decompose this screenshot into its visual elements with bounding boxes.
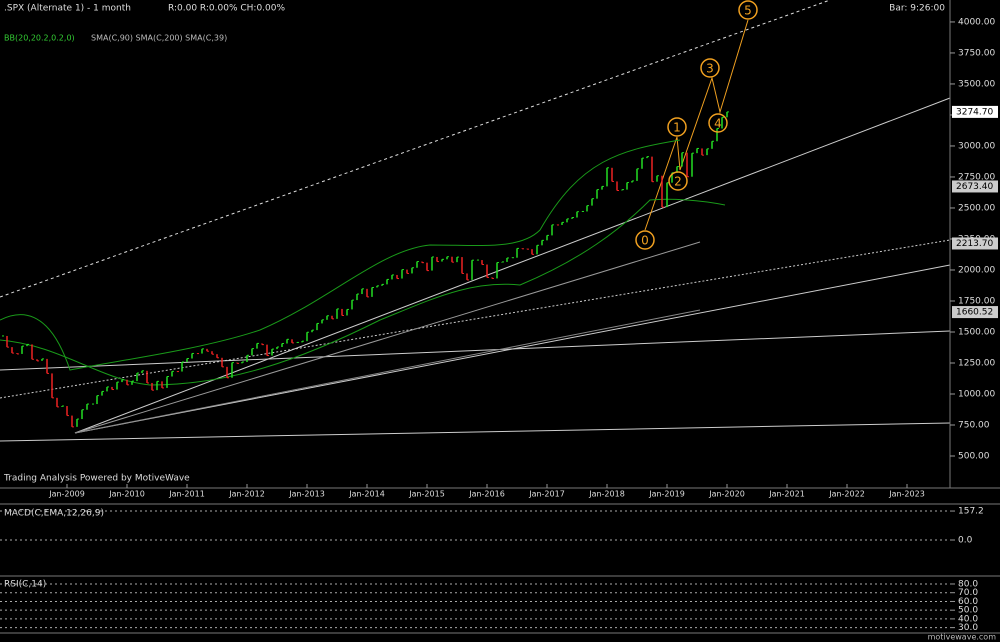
bollinger-upper (0, 139, 681, 371)
y-tick-label: 750.00 (958, 421, 990, 431)
bollinger-lower (0, 198, 726, 386)
footer: motivewave.com (928, 633, 997, 642)
y-tick-label: 60.0 (958, 597, 978, 607)
y-tick-label: 2500.00 (958, 203, 995, 213)
price-marker-label: 1660.52 (956, 308, 993, 318)
credit: Trading Analysis Powered by MotiveWave (3, 474, 190, 484)
price-marker-label: 2673.40 (956, 182, 993, 192)
x-tick-label: Jan-2019 (648, 490, 685, 499)
y-tick-label: 40.0 (958, 614, 978, 624)
wave-circle (700, 58, 720, 78)
wave-circle (738, 0, 758, 20)
x-tick-label: Jan-2009 (48, 490, 85, 499)
wave-circle (668, 171, 688, 191)
y-tick-label: 4000.00 (958, 17, 995, 27)
trendlines (0, 0, 951, 442)
trend-line (0, 239, 951, 399)
price-marker (952, 237, 998, 250)
x-tick-label: Jan-2011 (168, 490, 205, 499)
y-tick-label: 50.0 (958, 606, 978, 616)
panel-title: RSI(C,14) (4, 580, 46, 590)
trend-line (74, 97, 951, 434)
y-tick-label: 1250.00 (958, 358, 995, 368)
y-tick-label: 2000.00 (958, 265, 995, 275)
y-tick-label: 1500.00 (958, 327, 995, 337)
trend-line (74, 309, 701, 434)
x-tick-label: Jan-2010 (108, 490, 145, 499)
study-label: SMA(C,90) SMA(C,200) SMA(C,39) (91, 34, 227, 43)
clock: Bar: 9:26:00 (889, 4, 945, 14)
trend-line (0, 422, 951, 442)
price-marker-label: 3274.70 (956, 107, 993, 117)
wave-label: 1 (673, 121, 681, 135)
x-tick-label: Jan-2018 (588, 490, 625, 499)
wave-path (644, 19, 749, 231)
wave-circle (708, 113, 728, 133)
y-tick-label: 3750.00 (958, 48, 995, 58)
x-tick-label: Jan-2023 (888, 490, 925, 499)
wave-label: 2 (674, 175, 682, 189)
wave-circle (635, 230, 655, 250)
price-marker (952, 105, 998, 118)
x-tick-label: Jan-2016 (468, 490, 505, 499)
y-tick-label: 0.0 (958, 536, 973, 546)
x-tick-label: Jan-2017 (528, 490, 565, 499)
x-tick-label: Jan-2020 (708, 490, 745, 499)
x-tick-label: Jan-2013 (288, 490, 325, 499)
price-marker (952, 306, 998, 319)
study-label: BB(20,20.2,0.2,0) (4, 34, 75, 43)
panel-title: MACD(C,EMA,12,26,9) (4, 509, 104, 519)
y-tick-label: 1000.00 (958, 389, 995, 399)
trend-line (74, 241, 701, 434)
wave-circle (667, 117, 687, 137)
x-tick-label: Jan-2014 (348, 490, 385, 499)
trend-line (0, 330, 951, 371)
y-tick-label: 3000.00 (958, 141, 995, 151)
x-tick-label: Jan-2022 (828, 490, 865, 499)
price-marker-label: 2213.70 (956, 239, 993, 249)
x-tick-label: Jan-2012 (228, 490, 265, 499)
price-marker (952, 180, 998, 193)
wave-label: 0 (641, 234, 649, 248)
y-tick-label: 70.0 (958, 588, 978, 598)
y-tick-label: 157.2 (958, 507, 984, 517)
stats: R:0.00 R:0.00% CH:0.00% (168, 4, 285, 14)
x-tick-label: Jan-2015 (408, 490, 445, 499)
y-tick-label: 500.00 (958, 452, 990, 462)
y-tick-label: 80.0 (958, 579, 978, 589)
y-tick-label: 1750.00 (958, 296, 995, 306)
x-tick-label: Jan-2021 (768, 490, 805, 499)
wave-label: 5 (744, 4, 752, 18)
y-tick-label: 2750.00 (958, 172, 995, 182)
y-tick-label: 30.0 (958, 623, 978, 633)
wave-label: 3 (706, 62, 714, 76)
y-tick-label: 3500.00 (958, 79, 995, 89)
chart-title: .SPX (Alternate 1) - 1 month (4, 4, 131, 14)
channel-line (0, 0, 831, 298)
wave-label: 4 (714, 117, 722, 131)
